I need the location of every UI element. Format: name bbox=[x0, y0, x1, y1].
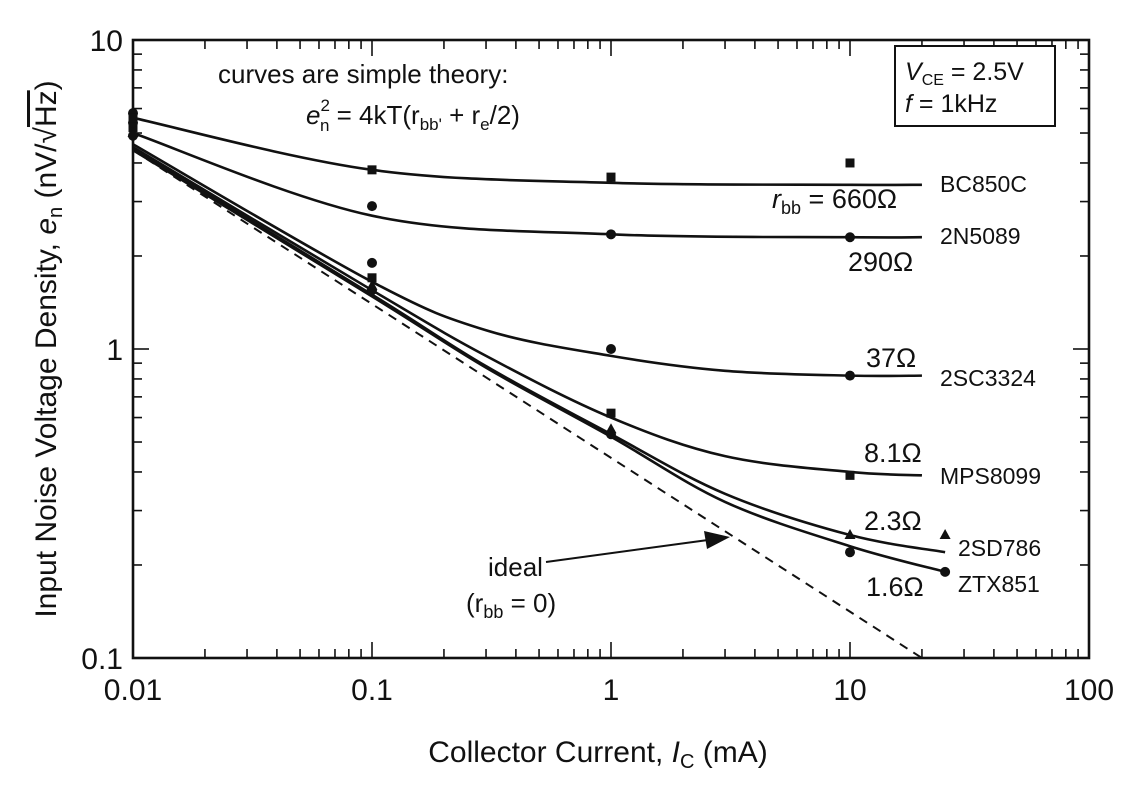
formula-e: e bbox=[306, 100, 320, 130]
x-axis-title-unit: (mA) bbox=[694, 736, 767, 769]
rbb-bc850c: rbb = 660Ω bbox=[772, 184, 897, 218]
data-point-mps8099 bbox=[128, 113, 138, 123]
formula-plus: + r bbox=[442, 100, 481, 130]
formula-end: /2) bbox=[490, 100, 520, 130]
data-point-bc850c bbox=[845, 158, 855, 168]
data-point-2sc3324 bbox=[367, 257, 377, 268]
ideal-rbb-close: = 0) bbox=[503, 588, 556, 618]
data-point-ztx851 bbox=[367, 285, 377, 296]
series-curve-2sc3324 bbox=[132, 143, 922, 378]
rbb-2n5089: 290Ω bbox=[848, 247, 913, 277]
y-axis-title-sub: n bbox=[45, 207, 67, 218]
formula-sub: n bbox=[320, 116, 329, 135]
x-tick-label: 100 bbox=[1064, 674, 1114, 707]
x-tick-label: 0.1 bbox=[351, 674, 393, 707]
rbb-mps8099: 8.1Ω bbox=[864, 438, 922, 468]
label-2sd786: 2SD786 bbox=[958, 535, 1041, 561]
data-point-2n5089 bbox=[367, 201, 377, 212]
y-axis-title-var: e bbox=[30, 218, 63, 235]
data-point-2sd786 bbox=[844, 529, 856, 540]
label-ztx851: ZTX851 bbox=[958, 571, 1040, 597]
x-tick-label: 10 bbox=[833, 674, 866, 707]
data-point-ztx851 bbox=[128, 130, 138, 141]
ideal-line bbox=[132, 149, 923, 659]
x-axis-title-var: I bbox=[672, 736, 680, 769]
data-point-bc850c bbox=[606, 172, 616, 182]
y-axis-title-sqrt: √ bbox=[30, 126, 63, 143]
rbb-2sd786: 2.3Ω bbox=[864, 506, 922, 536]
series-curves bbox=[132, 116, 946, 574]
conditions-box bbox=[894, 45, 1056, 127]
ideal-rbb-sub: bb bbox=[483, 602, 503, 622]
x-axis-title-sub: C bbox=[680, 751, 694, 773]
series-curve-ztx851 bbox=[132, 149, 946, 574]
y-tick-label: 10 bbox=[90, 25, 123, 58]
y-axis-title-unit-end: ) bbox=[30, 80, 63, 90]
label-bc850c: BC850C bbox=[940, 171, 1027, 197]
data-point-2sc3324 bbox=[845, 370, 855, 381]
theory-note: curves are simple theory: bbox=[218, 59, 508, 89]
data-point-2sc3324 bbox=[606, 344, 616, 354]
formula-bb: bb' bbox=[420, 115, 442, 134]
rbb-ztx851: 1.6Ω bbox=[866, 572, 924, 602]
y-tick-label: 1 bbox=[106, 334, 123, 367]
data-point-ztx851 bbox=[940, 566, 951, 577]
vce-value: = 2.5V bbox=[944, 58, 1024, 86]
data-point-mps8099 bbox=[845, 470, 855, 480]
data-point-ztx851 bbox=[845, 547, 855, 558]
data-point-2n5089 bbox=[845, 232, 855, 243]
formula-e-sub: e bbox=[480, 115, 489, 134]
ideal-label: ideal bbox=[488, 552, 543, 582]
rbb-value: 660Ω bbox=[832, 184, 897, 214]
label-2n5089: 2N5089 bbox=[940, 223, 1021, 249]
data-point-2sd786 bbox=[939, 529, 951, 540]
formula-mid: = 4kT(r bbox=[329, 100, 420, 130]
data-points bbox=[127, 108, 951, 577]
y-axis-title-unit: (nV/ bbox=[30, 143, 63, 207]
data-point-2n5089 bbox=[606, 229, 616, 240]
rbb-sub: bb bbox=[781, 198, 801, 218]
ideal-rbb-label: (rbb = 0) bbox=[466, 588, 556, 622]
y-axis-title: Input Noise Voltage Density, en (nV/√Hz) bbox=[30, 80, 67, 617]
x-axis-title-main: Collector Current, bbox=[428, 736, 671, 769]
ideal-rbb-open: (r bbox=[466, 588, 484, 618]
x-tick-label: 1 bbox=[603, 674, 620, 707]
series-curve-mps8099 bbox=[132, 146, 923, 477]
ideal-arrow-head bbox=[704, 531, 730, 549]
rbb-prefix: r bbox=[772, 184, 782, 214]
label-mps8099: MPS8099 bbox=[940, 463, 1041, 489]
f-value: = 1kHz bbox=[912, 90, 997, 118]
data-point-ztx851 bbox=[606, 429, 616, 440]
f-var: f bbox=[905, 90, 915, 118]
rbb-2sc3324: 37Ω bbox=[866, 343, 916, 373]
y-tick-label: 0.1 bbox=[81, 643, 123, 676]
data-point-bc850c bbox=[367, 165, 377, 175]
y-axis-title-sqrt-arg: Hz bbox=[30, 90, 63, 127]
tick-marks bbox=[133, 40, 1089, 658]
ideal-arrow-shaft bbox=[545, 539, 709, 563]
vce-sub: CE bbox=[922, 72, 944, 89]
label-2sc3324: 2SC3324 bbox=[940, 365, 1036, 391]
condition-vce: VCE = 2.5V bbox=[905, 58, 1024, 89]
data-point-mps8099 bbox=[367, 273, 377, 283]
data-point-mps8099 bbox=[606, 408, 616, 418]
theory-formula: e2 n = 4kT(rbb' + re/2) bbox=[306, 96, 520, 135]
y-axis-title-main: Input Noise Voltage Density, bbox=[30, 235, 63, 618]
vce-var: V bbox=[905, 58, 924, 86]
x-tick-label: 0.01 bbox=[104, 674, 162, 707]
condition-f: f = 1kHz bbox=[905, 90, 997, 118]
rbb-eq: = bbox=[801, 184, 832, 214]
series-curve-2sd786 bbox=[132, 147, 946, 554]
series-curve-bc850c bbox=[132, 116, 922, 187]
formula-sup: 2 bbox=[320, 96, 329, 115]
x-axis-title: Collector Current, IC (mA) bbox=[428, 736, 768, 773]
